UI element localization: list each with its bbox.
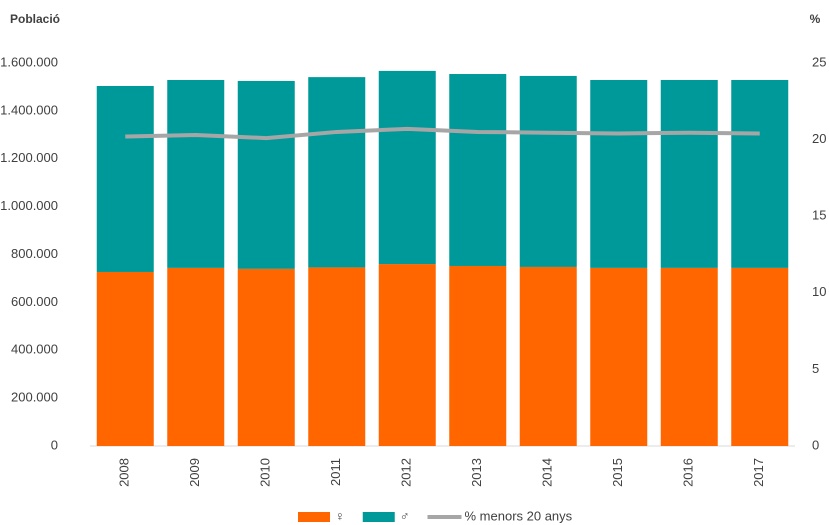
- y2-tick-label: 5: [812, 361, 819, 376]
- bar: [308, 267, 366, 446]
- y-tick-label: 600.000: [11, 294, 58, 309]
- x-tick-label: 2013: [469, 458, 484, 487]
- bar: [449, 74, 507, 266]
- legend-label: ♂: [400, 508, 410, 523]
- bar: [96, 85, 154, 272]
- x-tick-label: 2012: [399, 458, 414, 487]
- bar: [449, 265, 507, 446]
- x-tick-label: 2017: [751, 458, 766, 487]
- y-tick-label: 400.000: [11, 342, 58, 357]
- bar: [590, 267, 648, 446]
- x-tick-label: 2015: [610, 458, 625, 487]
- bar: [167, 79, 225, 268]
- y-tick-label: 1.600.000: [0, 54, 58, 69]
- bar: [96, 271, 154, 446]
- bar: [308, 77, 366, 268]
- legend-label: % menors 20 anys: [465, 508, 573, 523]
- bar: [237, 80, 295, 269]
- y2-tick-label: 0: [812, 437, 819, 452]
- y-tick-label: 1.200.000: [0, 150, 58, 165]
- bar: [378, 70, 436, 265]
- y2-tick-label: 15: [812, 208, 826, 223]
- y-tick-label: 800.000: [11, 246, 58, 261]
- bar: [660, 79, 718, 268]
- bar: [590, 79, 648, 268]
- bar: [519, 75, 577, 267]
- bar: [378, 264, 436, 446]
- x-tick-label: 2011: [328, 458, 343, 486]
- legend-label: ♀: [335, 508, 345, 523]
- y2-tick-label: 25: [812, 54, 826, 69]
- legend-swatch: [362, 512, 395, 522]
- bar: [237, 268, 295, 446]
- bar: [519, 266, 577, 446]
- x-tick-label: 2008: [117, 458, 132, 487]
- legend-swatch: [298, 512, 330, 522]
- y2-axis-title: %: [810, 12, 821, 26]
- x-tick-label: 2009: [187, 458, 202, 487]
- x-tick-label: 2014: [540, 458, 555, 487]
- y-tick-label: 1.000.000: [0, 198, 58, 213]
- y-tick-label: 0: [51, 437, 58, 452]
- bar: [167, 267, 225, 446]
- y-axis-title: Població: [10, 12, 60, 26]
- y-tick-label: 1.400.000: [0, 102, 58, 117]
- y-tick-label: 200.000: [11, 390, 58, 405]
- y2-tick-label: 10: [812, 284, 826, 299]
- x-tick-label: 2010: [258, 458, 273, 487]
- bar: [731, 79, 789, 268]
- bar: [660, 267, 718, 446]
- x-tick-label: 2016: [681, 458, 696, 487]
- bar: [731, 267, 789, 446]
- line-series: [125, 126, 760, 141]
- y2-tick-label: 20: [812, 131, 826, 146]
